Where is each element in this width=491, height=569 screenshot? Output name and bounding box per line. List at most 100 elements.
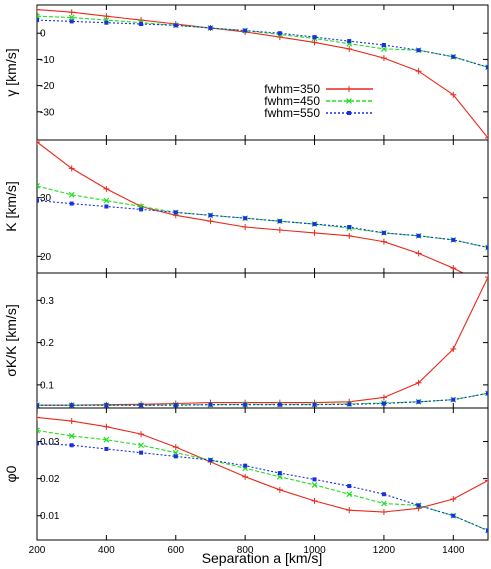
data-point [103, 13, 110, 20]
data-point [138, 431, 145, 438]
y-tick-label: 0 [40, 29, 46, 40]
x-tick-label: 1000 [303, 545, 326, 556]
data-point [415, 379, 422, 386]
legend-label-1: fwhm=350 [264, 82, 320, 96]
data-point [380, 500, 387, 507]
x-tick-label: 400 [98, 545, 115, 556]
data-point [243, 402, 248, 407]
data-point [311, 482, 318, 488]
data-point [312, 35, 317, 40]
data-point [346, 507, 353, 514]
data-point [208, 402, 213, 407]
data-point [311, 39, 318, 46]
data-point [172, 449, 179, 456]
data-point [69, 443, 74, 448]
data-point [486, 391, 488, 396]
panel-3: 0.1 0.2 0.3 σK/K [km/s] [3, 272, 489, 409]
data-point [37, 414, 40, 421]
data-point [68, 14, 75, 21]
data-point [312, 222, 317, 227]
data-point [104, 204, 109, 209]
data-point [485, 274, 488, 281]
legend-marker-1 [346, 86, 352, 92]
data-point [242, 473, 249, 480]
data-point [276, 226, 283, 233]
data-point [312, 402, 317, 407]
data-point [207, 218, 214, 225]
x-tick-label: 800 [237, 545, 254, 556]
data-point [451, 54, 456, 59]
data-point [416, 503, 421, 508]
data-point [138, 442, 145, 449]
data-point [173, 403, 178, 408]
series-line-3 [37, 442, 488, 532]
data-point [380, 55, 387, 62]
series-line-2 [37, 429, 488, 532]
series-line-3 [37, 392, 488, 406]
data-point [68, 165, 75, 172]
data-point [381, 42, 386, 47]
y-tick-label: 0.02 [40, 474, 60, 485]
data-point [139, 450, 144, 455]
y-tick-label: 0.3 [40, 296, 54, 307]
y-tick-label: 0.2 [40, 338, 54, 349]
data-point [311, 497, 318, 504]
panel-1: 0 -10 -20 -30 γ [km/s] [3, 4, 489, 141]
y-tick-label: 20 [40, 252, 52, 263]
data-point [139, 22, 144, 27]
data-point [486, 65, 488, 70]
y-tick-label: -10 [40, 55, 55, 66]
legend-marker-2 [346, 98, 352, 104]
data-point [450, 91, 457, 98]
data-point [416, 399, 421, 404]
panel-3-frame [36, 272, 489, 409]
data-point [104, 403, 109, 408]
x-tick-labels: 200 400 600 800 1000 1200 1400 [29, 545, 465, 556]
data-point [451, 237, 456, 242]
data-point [277, 402, 282, 407]
data-point [277, 471, 282, 476]
data-point [380, 509, 387, 516]
data-point [347, 225, 352, 230]
data-point [37, 140, 40, 145]
data-point [104, 20, 109, 25]
data-point [347, 484, 352, 489]
data-point [347, 402, 352, 407]
data-point [173, 210, 178, 215]
y-tick-label: 0.03 [40, 437, 60, 448]
data-point [139, 403, 144, 408]
data-point [485, 135, 488, 140]
panel-4: 0.01 0.02 0.03 φ0 [3, 407, 489, 541]
legend-label-2: fwhm=450 [264, 94, 320, 108]
data-point [450, 496, 457, 503]
data-point [346, 45, 353, 52]
y-tick-label: -30 [40, 107, 55, 118]
data-point [381, 492, 386, 497]
x-tick-label: 600 [167, 545, 184, 556]
data-point [103, 436, 110, 443]
y-axis-label: K [km/s] [3, 181, 19, 232]
series-line-1 [37, 276, 488, 406]
panel-3-data [37, 274, 488, 408]
data-point [104, 446, 109, 451]
data-point [276, 473, 283, 480]
data-point [139, 207, 144, 212]
panel-4-data [37, 414, 488, 534]
data-point [208, 458, 213, 463]
series-line-1 [37, 416, 488, 513]
data-point [173, 23, 178, 28]
data-point [243, 463, 248, 468]
series-line-3 [37, 200, 488, 249]
data-point [243, 216, 248, 221]
data-point [68, 433, 75, 439]
data-point [103, 423, 110, 430]
data-point [485, 477, 488, 484]
data-point [69, 19, 74, 24]
data-point [415, 68, 422, 75]
data-point [450, 345, 457, 352]
data-point [450, 265, 457, 272]
data-point [68, 191, 75, 198]
panel-1-data [37, 6, 488, 140]
